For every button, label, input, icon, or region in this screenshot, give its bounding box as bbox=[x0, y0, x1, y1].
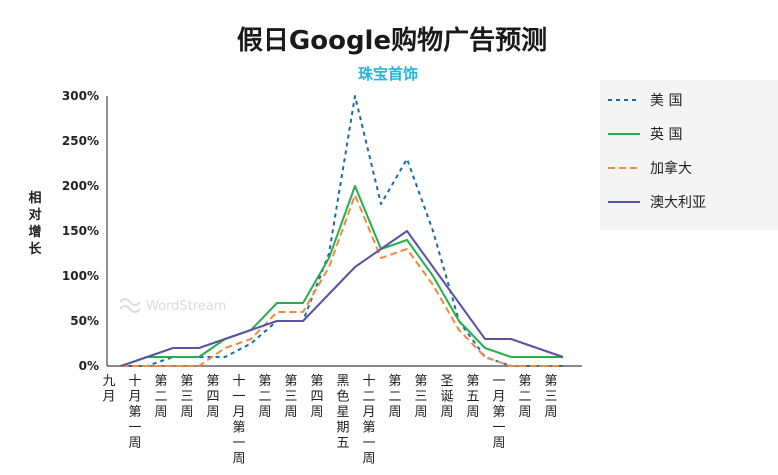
y-tick-label: 300% bbox=[62, 89, 99, 103]
x-tick-label: 第三周 bbox=[414, 374, 427, 420]
legend-label: 澳大利亚 bbox=[650, 195, 706, 211]
x-tick-label: 第二周 bbox=[518, 374, 531, 420]
axes bbox=[106, 96, 582, 367]
y-tick-label: 200% bbox=[62, 179, 99, 193]
x-tick-label: 黑色星期五 bbox=[336, 374, 349, 451]
x-tick-label: 第二周 bbox=[258, 374, 271, 420]
y-tick-label: 0% bbox=[79, 359, 99, 373]
watermark-text: WordStream bbox=[146, 299, 226, 314]
x-tick-label: 十一月第一周 bbox=[232, 374, 245, 467]
x-tick-label: 第二周 bbox=[154, 374, 167, 420]
y-axis-label-char: 长 bbox=[28, 241, 42, 257]
y-tick-label: 100% bbox=[62, 269, 99, 283]
x-tick-label: 九月 bbox=[102, 374, 115, 405]
legend-label: 美 国 bbox=[650, 93, 682, 109]
legend-box bbox=[600, 80, 778, 230]
x-tick-label: 第三周 bbox=[284, 374, 297, 420]
x-ticks: 九月十月第一周第二周第三周第四周十一月第一周第二周第三周第四周黑色星期五十二月第… bbox=[102, 374, 557, 467]
y-ticks: 0% 50% 100% 150% 200% 250% 300% bbox=[62, 89, 99, 373]
x-tick-label: 第三周 bbox=[180, 374, 193, 420]
x-tick-label: 第四周 bbox=[206, 374, 219, 420]
x-tick-label: 第四周 bbox=[310, 374, 323, 420]
legend-label: 加拿大 bbox=[650, 160, 692, 177]
y-axis-label-char: 相 bbox=[28, 190, 41, 206]
legend-label: 英 国 bbox=[650, 126, 682, 143]
x-tick-label: 十二月第一周 bbox=[362, 374, 375, 467]
x-tick-label: 第三周 bbox=[544, 374, 557, 420]
x-tick-label: 一月第一周 bbox=[492, 374, 505, 451]
series-line bbox=[120, 185, 563, 367]
y-axis-label: 相 对 增 长 bbox=[28, 190, 42, 257]
chart-title: 假日Google购物广告预测 bbox=[237, 26, 547, 56]
y-tick-label: 250% bbox=[62, 134, 99, 148]
x-tick-label: 圣诞周 bbox=[440, 374, 453, 420]
y-axis-label-char: 对 bbox=[28, 207, 41, 223]
series-line bbox=[121, 194, 563, 367]
x-tick-label: 第二周 bbox=[388, 374, 401, 420]
wordstream-logo-icon bbox=[119, 298, 141, 313]
y-tick-label: 150% bbox=[62, 224, 99, 238]
y-tick-label: 50% bbox=[70, 314, 99, 328]
watermark: WordStream bbox=[119, 298, 226, 314]
series-line bbox=[120, 230, 564, 367]
chart-subtitle: 珠宝首饰 bbox=[358, 65, 418, 83]
series-lines bbox=[120, 95, 564, 367]
x-tick-label: 第五周 bbox=[466, 374, 479, 420]
x-tick-label: 十月第一周 bbox=[128, 374, 141, 451]
y-axis-label-char: 增 bbox=[28, 224, 41, 240]
